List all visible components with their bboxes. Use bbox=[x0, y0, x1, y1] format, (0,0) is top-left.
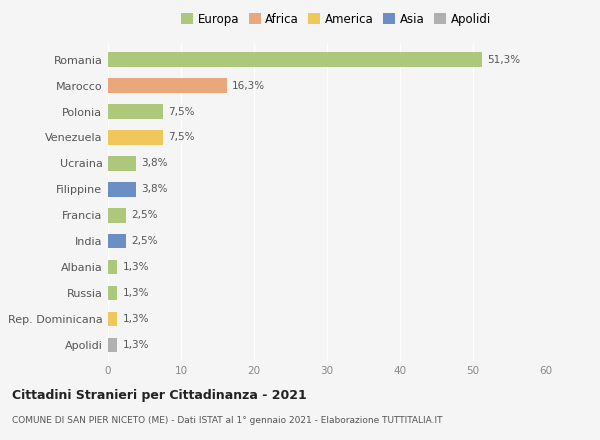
Text: 51,3%: 51,3% bbox=[488, 55, 521, 65]
Bar bbox=[108, 286, 118, 301]
Bar bbox=[108, 234, 126, 249]
Text: 7,5%: 7,5% bbox=[168, 106, 194, 117]
Text: COMUNE DI SAN PIER NICETO (ME) - Dati ISTAT al 1° gennaio 2021 - Elaborazione TU: COMUNE DI SAN PIER NICETO (ME) - Dati IS… bbox=[12, 416, 443, 425]
Bar bbox=[108, 78, 227, 93]
Text: 3,8%: 3,8% bbox=[141, 184, 167, 194]
Text: 16,3%: 16,3% bbox=[232, 81, 265, 91]
Text: 7,5%: 7,5% bbox=[168, 132, 194, 143]
Bar bbox=[108, 52, 482, 67]
Bar bbox=[108, 130, 163, 145]
Bar bbox=[108, 182, 136, 197]
Text: 2,5%: 2,5% bbox=[131, 210, 158, 220]
Text: 2,5%: 2,5% bbox=[131, 236, 158, 246]
Bar bbox=[108, 104, 163, 119]
Text: Cittadini Stranieri per Cittadinanza - 2021: Cittadini Stranieri per Cittadinanza - 2… bbox=[12, 389, 307, 403]
Bar bbox=[108, 260, 118, 275]
Text: 3,8%: 3,8% bbox=[141, 158, 167, 169]
Legend: Europa, Africa, America, Asia, Apolidi: Europa, Africa, America, Asia, Apolidi bbox=[176, 8, 496, 30]
Bar bbox=[108, 208, 126, 223]
Bar bbox=[108, 338, 118, 352]
Text: 1,3%: 1,3% bbox=[122, 288, 149, 298]
Text: 1,3%: 1,3% bbox=[122, 314, 149, 324]
Bar bbox=[108, 312, 118, 326]
Bar bbox=[108, 156, 136, 171]
Text: 1,3%: 1,3% bbox=[122, 340, 149, 350]
Text: 1,3%: 1,3% bbox=[122, 262, 149, 272]
